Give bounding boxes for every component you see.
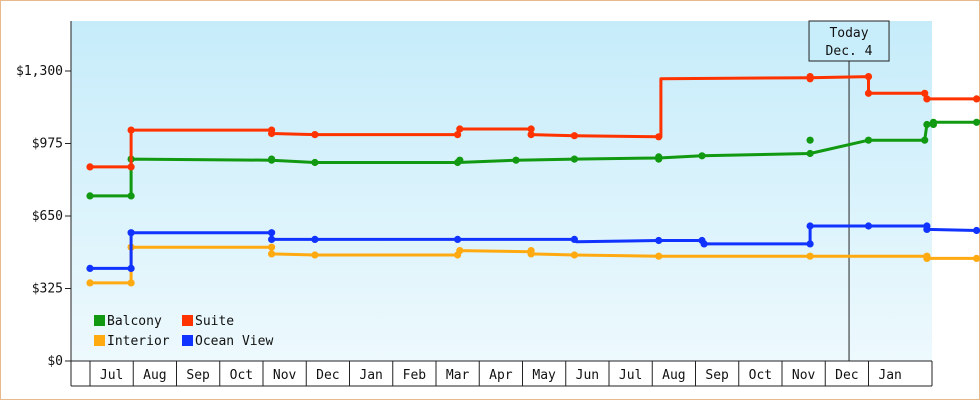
x-tick-label: Mar bbox=[446, 368, 470, 383]
data-point-ocean-view bbox=[923, 225, 931, 233]
data-point-balcony bbox=[929, 118, 938, 126]
x-tick-label: Aug bbox=[662, 368, 685, 383]
series-line-balcony bbox=[90, 120, 977, 198]
data-point-suite bbox=[127, 126, 135, 134]
data-point-balcony bbox=[127, 192, 135, 200]
legend-swatch bbox=[94, 315, 105, 326]
data-point-balcony bbox=[973, 118, 980, 126]
data-point-interior bbox=[268, 250, 276, 258]
y-tick-label: $325 bbox=[32, 282, 63, 297]
data-point-balcony bbox=[698, 152, 706, 160]
legend-swatch bbox=[182, 335, 193, 346]
x-tick-label: Oct bbox=[230, 368, 253, 383]
data-point-ocean-view bbox=[86, 264, 94, 272]
data-point-ocean-view bbox=[806, 222, 814, 230]
x-tick-label: Oct bbox=[749, 368, 772, 383]
x-tick-label: Feb bbox=[403, 368, 427, 383]
data-point-interior bbox=[973, 254, 980, 262]
data-point-interior bbox=[311, 251, 319, 259]
data-point-ocean-view bbox=[655, 236, 663, 245]
data-point-interior bbox=[655, 252, 663, 260]
data-point-balcony bbox=[311, 158, 319, 167]
data-point-ocean-view bbox=[127, 264, 135, 272]
data-point-balcony bbox=[570, 155, 579, 163]
x-tick-label: Nov bbox=[792, 368, 816, 383]
legend-label: Balcony bbox=[107, 314, 162, 329]
data-point-suite bbox=[527, 131, 535, 139]
legend-label: Ocean View bbox=[195, 334, 273, 349]
data-point-suite bbox=[570, 132, 579, 140]
y-tick-label: $1,300 bbox=[16, 64, 63, 79]
plot-area bbox=[71, 21, 932, 361]
y-tick-label: $650 bbox=[32, 209, 63, 224]
data-point-balcony bbox=[655, 153, 663, 161]
data-point-suite bbox=[311, 131, 319, 139]
data-point-ocean-view bbox=[973, 226, 980, 235]
legend-swatch bbox=[182, 315, 193, 326]
x-tick-label: Dec bbox=[316, 368, 339, 383]
data-point-balcony bbox=[806, 149, 814, 158]
x-tick-label: Jul bbox=[619, 368, 642, 383]
legend-label: Suite bbox=[195, 314, 234, 329]
data-point-suite bbox=[864, 73, 873, 81]
data-point-balcony bbox=[806, 136, 814, 144]
data-point-suite bbox=[921, 89, 929, 97]
data-point-balcony bbox=[923, 120, 931, 129]
data-point-interior bbox=[268, 243, 276, 251]
data-point-ocean-view bbox=[454, 235, 462, 243]
data-point-balcony bbox=[456, 156, 464, 164]
data-point-suite bbox=[127, 163, 135, 171]
data-point-balcony bbox=[86, 192, 94, 200]
data-point-balcony bbox=[268, 155, 276, 163]
x-tick-label: May bbox=[532, 368, 556, 383]
data-point-ocean-view bbox=[268, 235, 276, 243]
today-callout-box bbox=[808, 20, 890, 62]
data-point-suite bbox=[806, 73, 814, 81]
data-point-suite bbox=[864, 89, 873, 97]
today-callout-label: Today bbox=[829, 26, 868, 41]
data-point-interior bbox=[456, 247, 464, 255]
data-point-suite bbox=[454, 131, 462, 139]
data-point-interior bbox=[923, 254, 931, 262]
data-point-ocean-view bbox=[311, 235, 319, 243]
data-point-balcony bbox=[864, 136, 873, 144]
data-point-suite bbox=[527, 125, 535, 133]
x-tick-label: Aug bbox=[143, 368, 166, 383]
data-point-suite bbox=[973, 95, 980, 103]
data-point-ocean-view bbox=[570, 235, 579, 243]
data-point-ocean-view bbox=[806, 240, 814, 248]
data-point-ocean-view bbox=[127, 229, 135, 237]
x-tick-label: Jul bbox=[100, 368, 123, 383]
x-tick-label: Apr bbox=[489, 368, 513, 383]
data-point-interior bbox=[570, 251, 579, 259]
data-point-balcony bbox=[512, 156, 520, 164]
data-point-suite bbox=[923, 95, 931, 103]
y-tick-label: $0 bbox=[47, 354, 63, 369]
x-tick-label: Sep bbox=[186, 368, 210, 383]
data-point-suite bbox=[456, 125, 464, 133]
data-point-interior bbox=[527, 250, 535, 258]
data-point-ocean-view bbox=[700, 240, 708, 248]
data-point-balcony bbox=[921, 136, 929, 144]
today-callout-date: Dec. 4 bbox=[826, 44, 873, 59]
legend-swatch bbox=[94, 335, 105, 346]
legend-label: Interior bbox=[107, 334, 170, 349]
x-tick-label: Sep bbox=[705, 368, 729, 383]
x-tick-label: Jan bbox=[878, 368, 901, 383]
x-tick-label: Jun bbox=[576, 368, 599, 383]
data-point-interior bbox=[806, 252, 814, 260]
data-point-ocean-view bbox=[864, 222, 873, 230]
data-point-suite bbox=[86, 163, 94, 171]
x-tick-label: Jan bbox=[359, 368, 382, 383]
data-point-suite bbox=[655, 133, 663, 141]
x-tick-label: Dec bbox=[835, 368, 858, 383]
x-tick-label: Nov bbox=[273, 368, 297, 383]
data-point-interior bbox=[127, 279, 135, 287]
data-point-ocean-view bbox=[268, 229, 276, 237]
data-point-suite bbox=[268, 129, 276, 138]
y-tick-label: $975 bbox=[32, 137, 63, 152]
data-point-interior bbox=[86, 279, 94, 287]
